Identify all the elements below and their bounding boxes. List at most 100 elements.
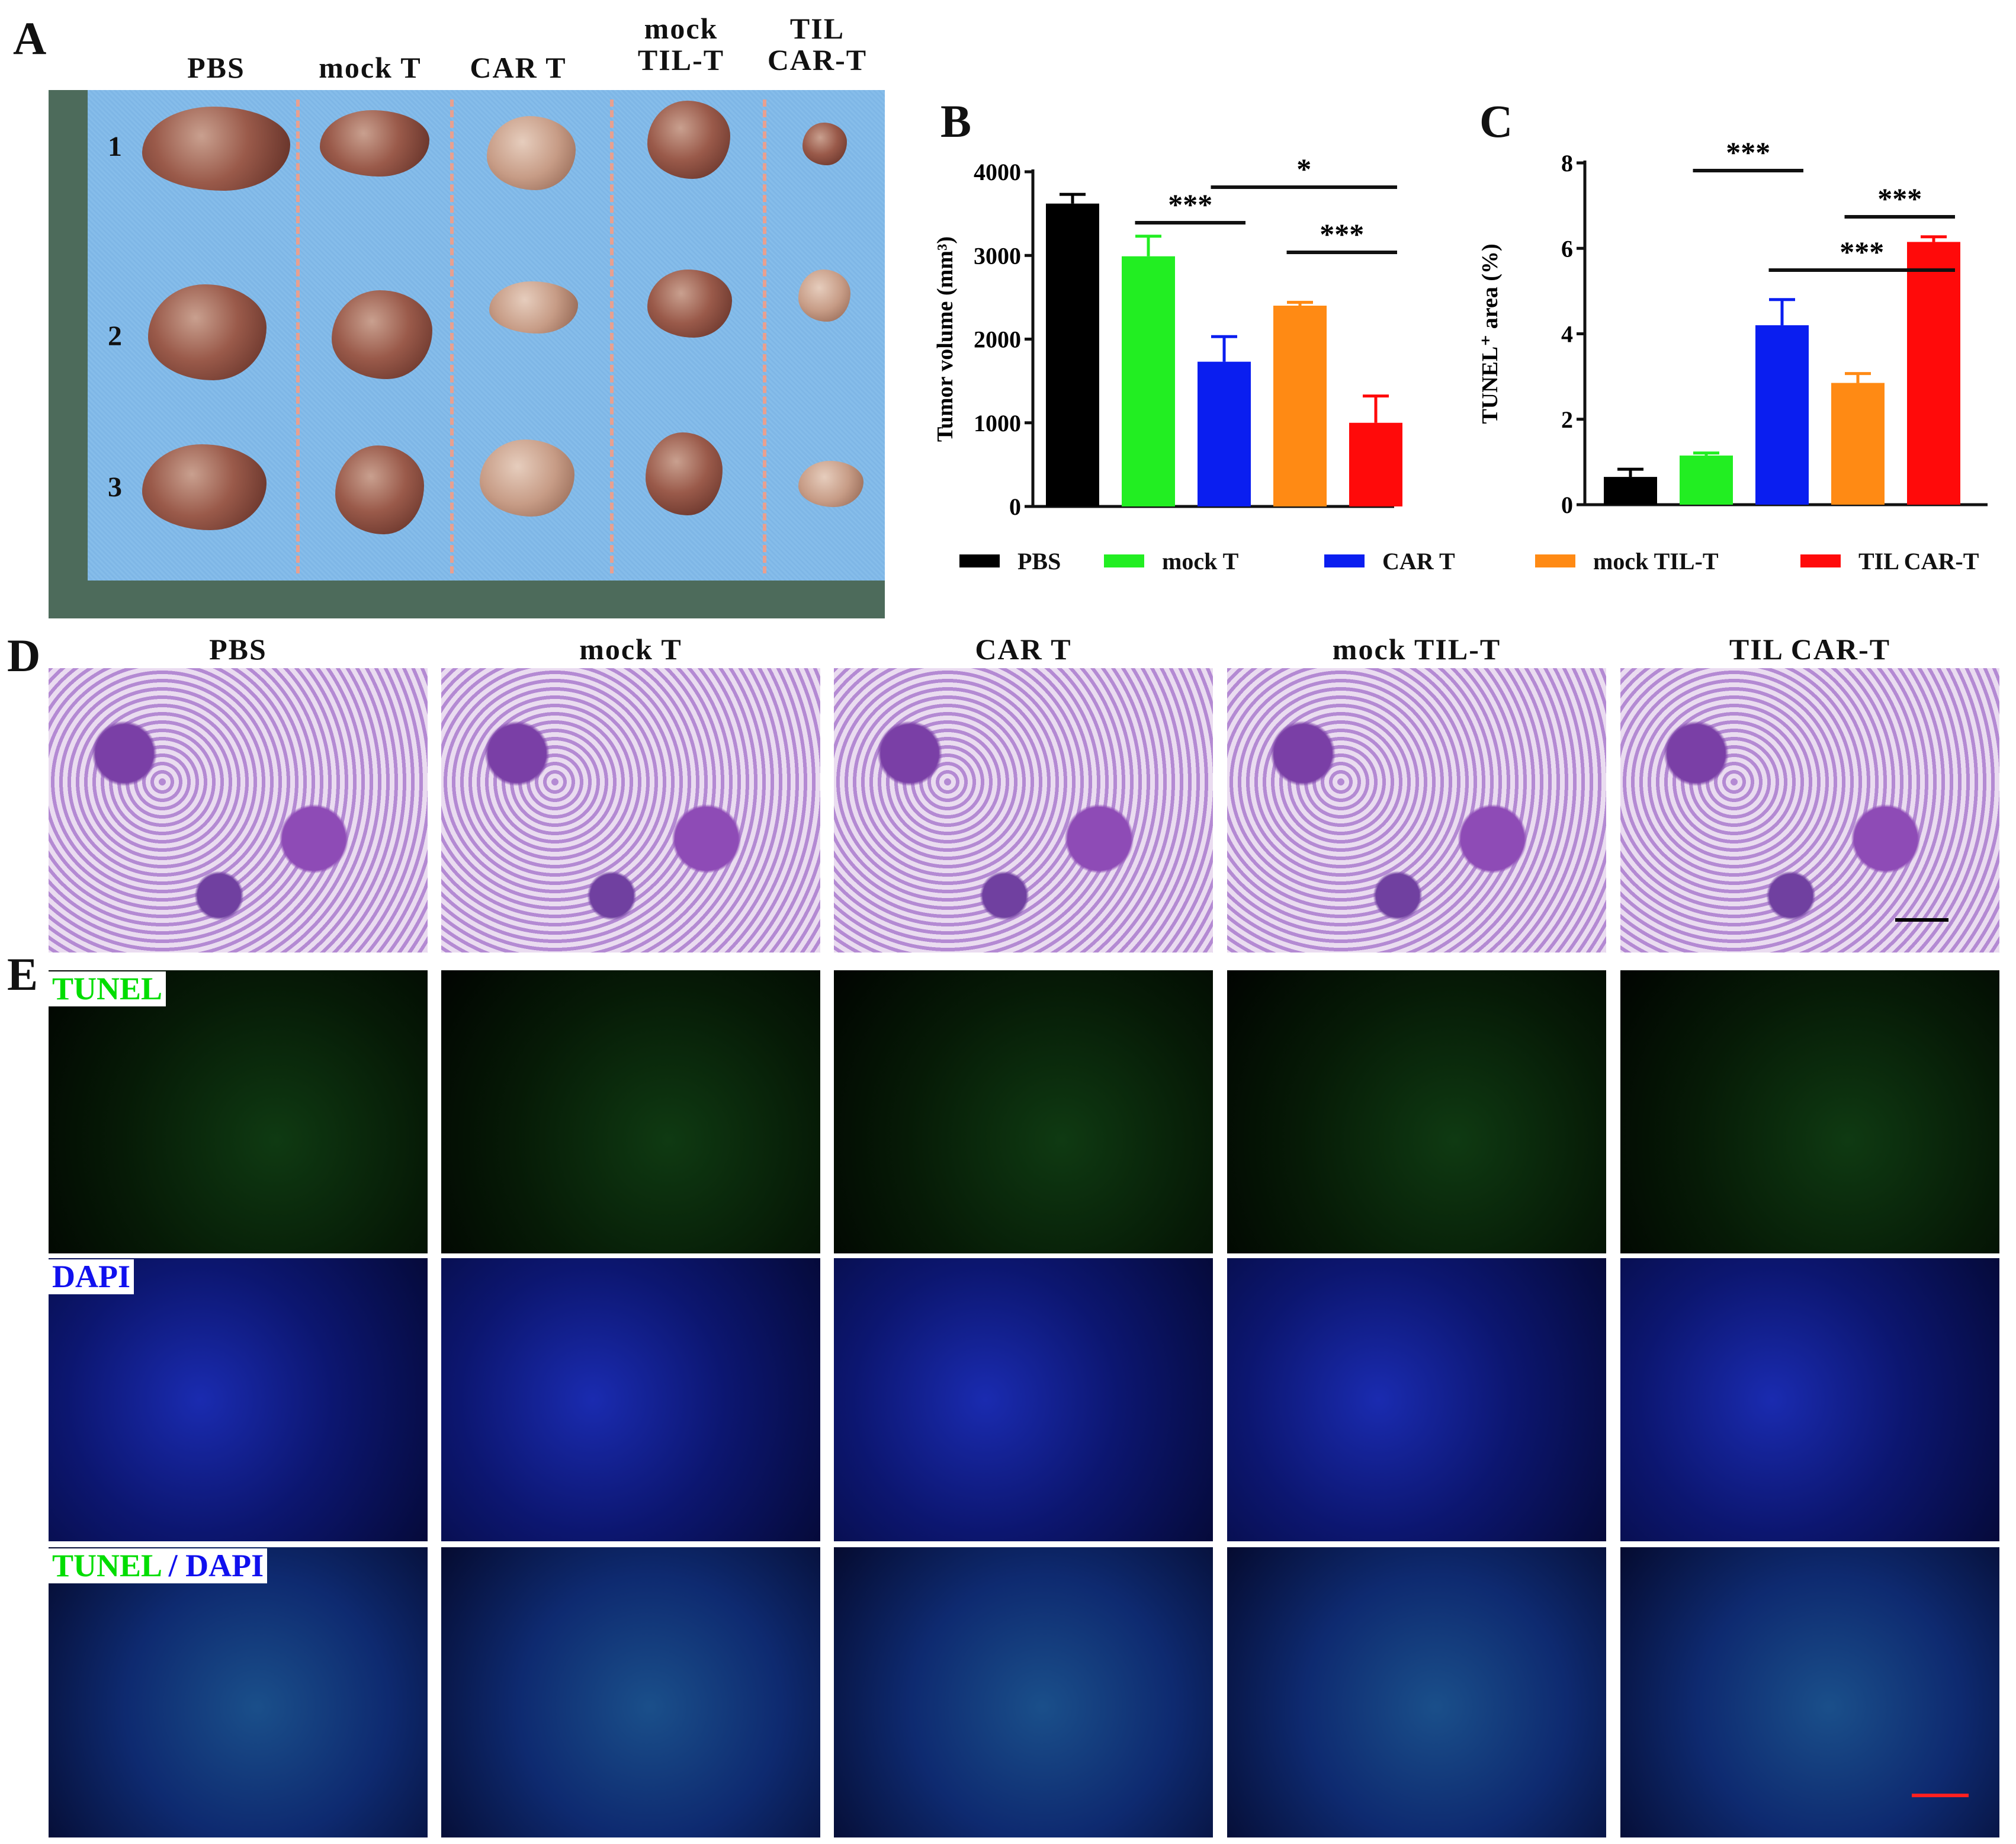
tumor: [489, 281, 578, 333]
scale-bar: [1912, 1794, 1969, 1797]
tumor: [142, 444, 267, 530]
he-stain-image: [1620, 668, 1999, 953]
merge-image: [441, 1547, 820, 1837]
y-tick-label: 1000: [974, 410, 1021, 437]
y-tick-label: 0: [1561, 492, 1573, 518]
row-number: 2: [108, 320, 122, 352]
tunel-area-bar-chart: 0 2 4 6 8 TUNEL⁺ area (%) *** *** ***: [1478, 136, 1988, 518]
he-stain-image: [49, 668, 428, 953]
legend-item: mock TIL-T: [1535, 546, 1719, 576]
panel-a-group-label-pbs: PBS: [187, 51, 245, 84]
group-divider: [763, 100, 766, 573]
dapi-image: [834, 1258, 1213, 1541]
tumor: [142, 107, 290, 191]
y-tick-label: 2: [1561, 406, 1573, 433]
merge-label-tunel: TUNEL: [52, 1548, 161, 1583]
tumor-volume-bar-chart: 0 1000 2000 3000 4000 Tumor volume (mm³) *** **…: [933, 152, 1402, 520]
y-axis-label: TUNEL⁺ area (%): [1478, 243, 1503, 424]
ruler-vertical: [49, 90, 88, 618]
panel-d-label-til-car-t: TIL CAR-T: [1729, 633, 1891, 666]
scale-bar: [1895, 918, 1948, 922]
group-divider: [450, 100, 454, 573]
panel-a-group-label-mock-t: mock T: [319, 51, 422, 84]
channel-label-tunel: TUNEL: [49, 971, 166, 1007]
he-stain-image: [441, 668, 820, 953]
bar: [1831, 383, 1885, 505]
tumor: [332, 290, 432, 379]
merge-image: [834, 1547, 1213, 1837]
legend-swatch: [1535, 554, 1575, 567]
y-tick-label: 4000: [974, 159, 1021, 185]
tumor: [798, 461, 863, 507]
y-tick-label: 0: [1009, 493, 1021, 520]
panel-letter-c: C: [1479, 95, 1513, 147]
channel-label-merge: TUNEL / DAPI: [49, 1548, 268, 1584]
legend-item: mock T: [1104, 546, 1238, 576]
panel-d-label-mock-t: mock T: [579, 633, 682, 666]
legend-swatch: [959, 554, 1000, 567]
legend-swatch: [1800, 554, 1841, 567]
legend-item: PBS: [959, 546, 1061, 576]
significance-label: ***: [1840, 235, 1884, 268]
tumor: [647, 270, 732, 338]
dapi-image: [1227, 1258, 1606, 1541]
tumor: [335, 445, 424, 534]
he-stain-image: [834, 668, 1213, 953]
merge-label-separator: /: [160, 1548, 186, 1583]
panel-d-label-car-t: CAR T: [975, 633, 1072, 666]
tunel-image: [834, 970, 1213, 1253]
tumor: [646, 432, 723, 515]
merge-label-dapi: DAPI: [185, 1548, 264, 1583]
merge-image: [49, 1547, 428, 1837]
tumor: [320, 110, 429, 177]
dapi-image: [1620, 1258, 1999, 1541]
group-divider: [610, 100, 614, 573]
significance-label: ***: [1320, 217, 1364, 251]
y-tick-label: 8: [1561, 150, 1573, 177]
panel-d-label-mock-til-t: mock TIL-T: [1332, 633, 1501, 666]
he-stain-image: [1227, 668, 1606, 953]
y-tick-label: 4: [1561, 321, 1573, 348]
tunel-image: [1227, 970, 1606, 1253]
legend-item: TIL CAR-T: [1800, 546, 1979, 576]
ruler-horizontal: [49, 581, 885, 618]
legend-swatch: [1324, 554, 1365, 567]
panel-d-label-pbs: PBS: [209, 633, 267, 666]
panel-letter-d: D: [7, 630, 41, 681]
bar: [1907, 242, 1960, 505]
tumor: [798, 270, 850, 322]
bar: [1046, 203, 1099, 506]
legend-item: CAR T: [1324, 546, 1455, 576]
y-axis-label: Tumor volume (mm³): [933, 236, 958, 442]
bar: [1349, 422, 1402, 506]
tunel-image: [49, 970, 428, 1253]
bar: [1755, 325, 1809, 505]
chart-legend: PBS mock T CAR T mock TIL-T TIL CAR-T: [948, 546, 2008, 576]
y-tick-label: 3000: [974, 242, 1021, 269]
bar: [1198, 361, 1251, 506]
significance-label: ***: [1168, 188, 1212, 221]
legend-label: mock T: [1162, 547, 1239, 575]
panel-a-group-label-car-t: CAR T: [470, 51, 567, 84]
legend-label: mock TIL-T: [1593, 547, 1719, 575]
tumor: [487, 116, 576, 190]
y-tick-label: 6: [1561, 235, 1573, 262]
dapi-image: [441, 1258, 820, 1541]
y-tick-label: 2000: [974, 326, 1021, 353]
tumor: [480, 440, 574, 517]
tunel-image: [441, 970, 820, 1253]
merge-image: [1227, 1547, 1606, 1837]
panel-letter-b: B: [940, 95, 972, 147]
legend-swatch: [1104, 554, 1144, 567]
group-divider: [296, 100, 300, 573]
significance-label: ***: [1877, 182, 1922, 215]
legend-label: TIL CAR-T: [1858, 547, 1979, 575]
merge-image: [1620, 1547, 1999, 1837]
bar: [1604, 477, 1657, 505]
bar: [1680, 456, 1733, 505]
tumor: [802, 123, 847, 165]
row-number: 3: [108, 472, 122, 503]
channel-label-dapi: DAPI: [49, 1259, 134, 1295]
row-number: 1: [108, 131, 122, 162]
tunel-image: [1620, 970, 1999, 1253]
